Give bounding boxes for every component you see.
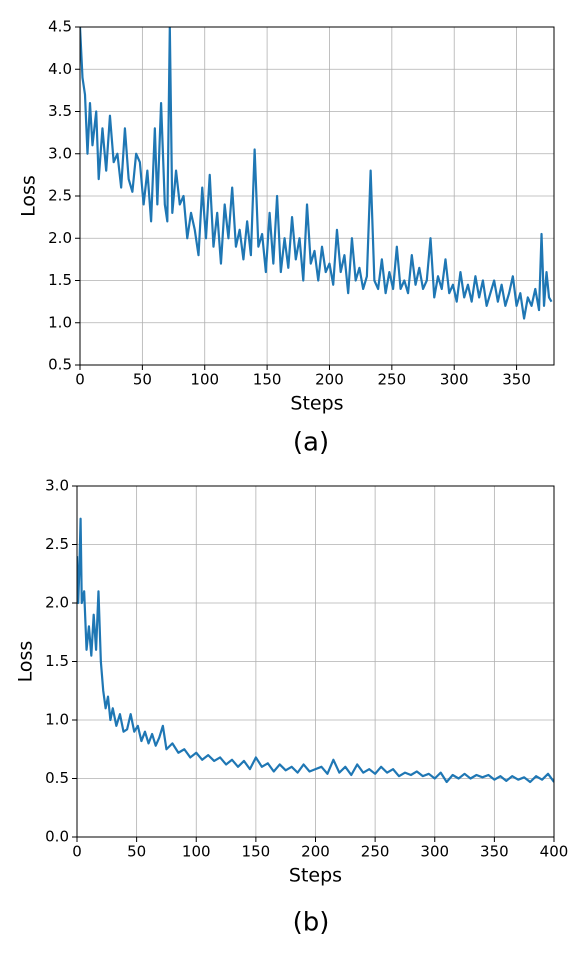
caption: (a) [293, 428, 329, 458]
x-tick-label: 350 [480, 843, 509, 861]
y-tick-label: 0.5 [48, 356, 72, 374]
axes-frame [79, 26, 555, 366]
y-tick-label: 3.5 [48, 102, 72, 120]
y-tick-label: 1.0 [45, 711, 69, 729]
x-tick-label: 50 [133, 371, 152, 389]
y-tick-label: 2.0 [45, 594, 69, 612]
x-axis-label: Steps [290, 393, 343, 415]
y-tick-label: 4.0 [48, 60, 72, 78]
loss-line [80, 27, 553, 320]
y-tick-label: 0.0 [45, 828, 69, 846]
x-tick-label: 150 [253, 371, 282, 389]
x-tick-label: 200 [301, 843, 330, 861]
axes-frame [76, 485, 555, 838]
y-axis-label: Loss [18, 175, 40, 217]
x-tick-label: 50 [127, 843, 146, 861]
y-tick-label: 3.0 [48, 144, 72, 162]
x-tick-label: 100 [182, 843, 211, 861]
y-axis-label: Loss [15, 641, 37, 683]
y-tick-label: 4.5 [48, 18, 72, 36]
x-tick-label: 250 [378, 371, 407, 389]
x-tick-label: 0 [72, 843, 82, 861]
x-tick-label: 150 [242, 843, 271, 861]
x-tick-label: 250 [361, 843, 390, 861]
x-tick-label: 400 [540, 843, 569, 861]
x-tick-label: 350 [502, 371, 531, 389]
loss-line [77, 517, 554, 784]
y-tick-label: 1.5 [45, 652, 69, 670]
x-tick-label: 300 [420, 843, 449, 861]
y-tick-label: 0.5 [45, 769, 69, 787]
x-tick-label: 100 [190, 371, 219, 389]
y-tick-label: 1.0 [48, 313, 72, 331]
x-tick-label: 200 [315, 371, 344, 389]
y-tick-label: 3.0 [45, 477, 69, 495]
y-tick-label: 2.5 [45, 535, 69, 553]
x-tick-label: 0 [75, 371, 85, 389]
y-tick-label: 1.5 [48, 271, 72, 289]
y-tick-label: 2.5 [48, 187, 72, 205]
x-axis-label: Steps [289, 865, 342, 887]
y-tick-label: 2.0 [48, 229, 72, 247]
caption: (b) [293, 908, 330, 938]
x-tick-label: 300 [440, 371, 469, 389]
